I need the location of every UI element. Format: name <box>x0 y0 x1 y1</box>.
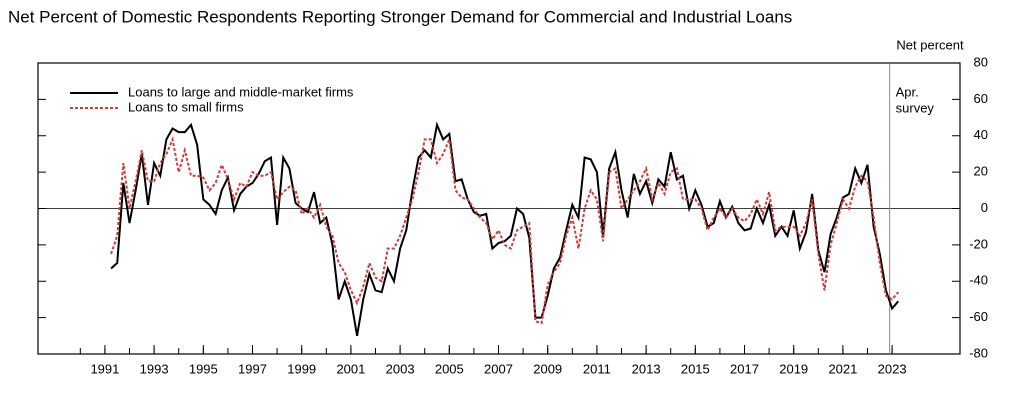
x-tick-label: 2023 <box>878 361 907 376</box>
x-tick-label: 2005 <box>435 361 464 376</box>
x-tick-label: 2011 <box>583 361 611 376</box>
x-tick-label: 2015 <box>681 361 710 376</box>
legend-label: Loans to large and middle-market firms <box>128 84 354 99</box>
x-tick-label: 1993 <box>140 361 169 376</box>
y-tick-label: 0 <box>981 200 988 215</box>
x-tick-label: 2019 <box>779 361 808 376</box>
chart-title: Net Percent of Domestic Respondents Repo… <box>8 7 792 26</box>
x-tick-label: 2013 <box>632 361 661 376</box>
annotation-text: survey <box>896 100 935 115</box>
x-tick-label: 2007 <box>484 361 513 376</box>
y-tick-label: 60 <box>974 91 988 106</box>
y-tick-label: -20 <box>969 236 988 251</box>
y-axis-label: Net percent <box>896 37 964 52</box>
y-tick-label: -80 <box>969 345 988 360</box>
legend-label: Loans to small firms <box>128 99 244 114</box>
series-line <box>110 121 900 336</box>
series-line <box>110 135 900 325</box>
y-tick-label: 20 <box>974 164 988 179</box>
x-tick-label: 2003 <box>386 361 415 376</box>
x-tick-label: 2021 <box>828 361 857 376</box>
x-tick-label: 2001 <box>336 361 365 376</box>
x-tick-label: 1997 <box>238 361 267 376</box>
y-tick-label: -40 <box>969 273 988 288</box>
y-tick-label: -60 <box>969 309 988 324</box>
x-tick-label: 1995 <box>189 361 218 376</box>
y-tick-label: 40 <box>974 127 988 142</box>
y-tick-label: 80 <box>974 54 988 69</box>
x-tick-label: 1999 <box>287 361 316 376</box>
x-tick-label: 1991 <box>90 361 119 376</box>
x-tick-label: 2017 <box>730 361 759 376</box>
x-tick-label: 2009 <box>533 361 562 376</box>
annotation-text: Apr. <box>896 84 919 99</box>
